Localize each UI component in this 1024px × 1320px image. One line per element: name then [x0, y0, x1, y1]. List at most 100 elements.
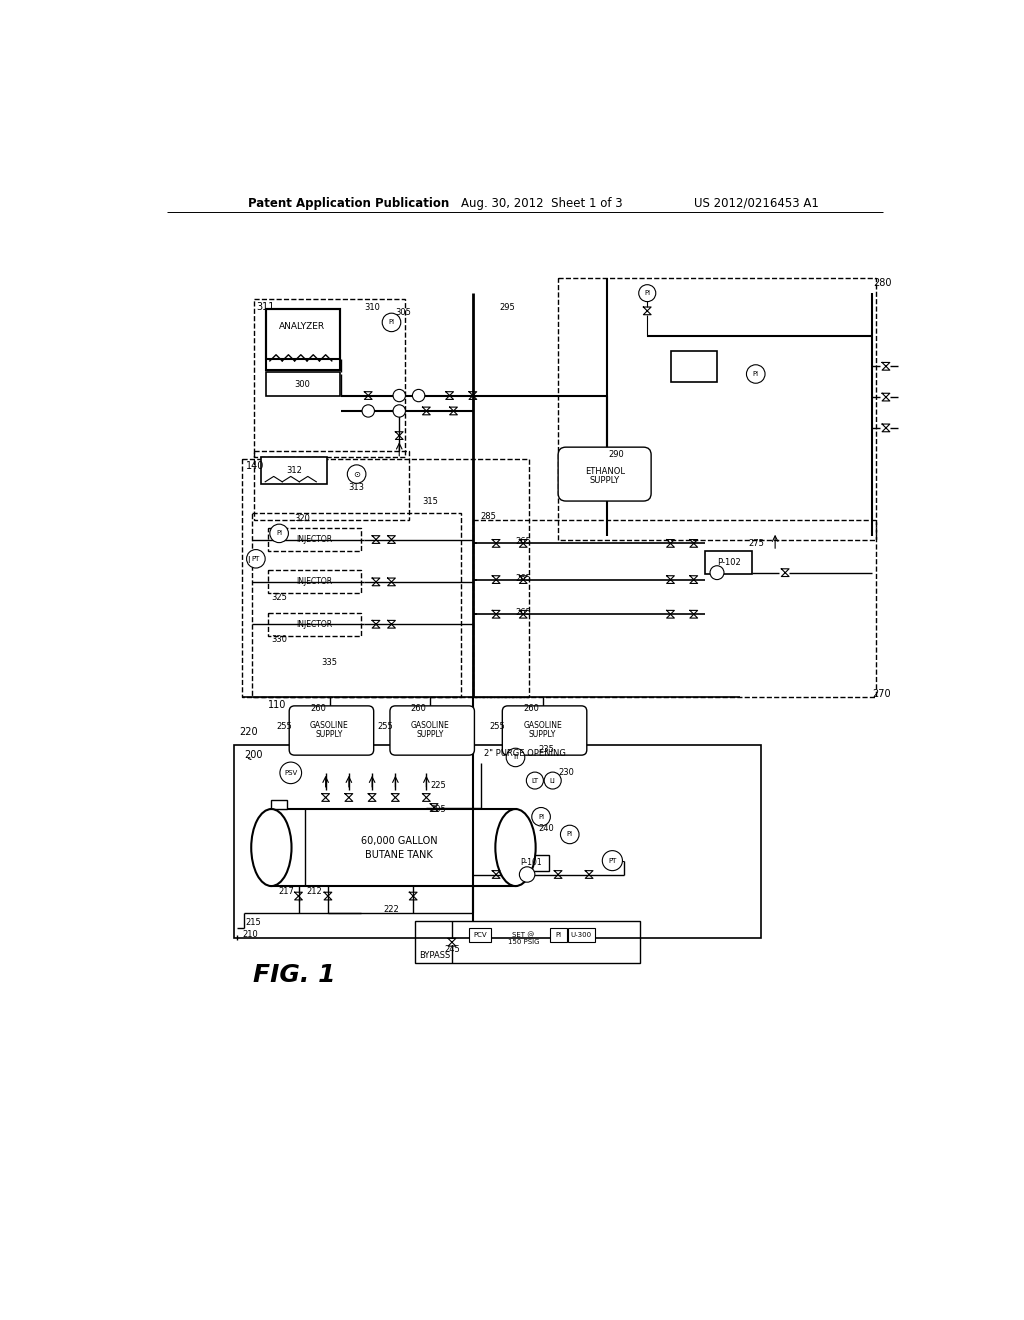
Text: 300: 300	[295, 380, 310, 388]
Bar	[266, 309, 340, 359]
Text: 150 PSIG: 150 PSIG	[508, 940, 539, 945]
Text: GASOLINE: GASOLINE	[523, 722, 562, 730]
Text: ETHANOL: ETHANOL	[585, 467, 625, 477]
Text: 311: 311	[256, 302, 274, 312]
Text: 310: 310	[365, 302, 380, 312]
Text: 325: 325	[271, 593, 287, 602]
Text: BYPASS: BYPASS	[419, 950, 450, 960]
Text: PI: PI	[753, 371, 759, 378]
Bar	[514, 855, 549, 871]
Circle shape	[247, 549, 265, 568]
Text: 110: 110	[267, 700, 286, 710]
Text: PI: PI	[388, 319, 394, 326]
Bar	[271, 809, 515, 886]
Text: P-101: P-101	[520, 858, 542, 867]
FancyBboxPatch shape	[558, 447, 651, 502]
Text: 315: 315	[423, 496, 438, 506]
Text: 290: 290	[608, 450, 625, 459]
Circle shape	[382, 313, 400, 331]
Text: SUPPLY: SUPPLY	[417, 730, 444, 739]
Bar	[568, 928, 595, 942]
Circle shape	[526, 772, 544, 789]
Text: 265: 265	[515, 609, 531, 618]
Text: ⊙: ⊙	[353, 470, 360, 479]
Bar	[254, 451, 410, 520]
Text: 265: 265	[515, 537, 531, 546]
Bar	[234, 744, 761, 937]
Text: PSV: PSV	[284, 770, 297, 776]
Text: 245: 245	[444, 945, 460, 954]
Bar	[473, 520, 876, 697]
Circle shape	[506, 748, 524, 767]
Text: 140: 140	[246, 462, 264, 471]
Text: 215: 215	[246, 917, 261, 927]
Bar	[469, 928, 490, 942]
Text: US 2012/0216453 A1: US 2012/0216453 A1	[693, 197, 818, 210]
Text: P-102: P-102	[717, 558, 740, 568]
Text: 235: 235	[539, 746, 555, 754]
Text: 200: 200	[245, 750, 263, 760]
Bar	[266, 309, 340, 370]
Text: 285: 285	[480, 512, 497, 521]
Text: 255: 255	[377, 722, 393, 731]
Text: 270: 270	[872, 689, 891, 698]
Circle shape	[639, 285, 655, 302]
Text: 295: 295	[500, 302, 516, 312]
Text: 260: 260	[523, 705, 539, 713]
Text: 222: 222	[384, 904, 399, 913]
Circle shape	[413, 389, 425, 401]
Bar	[242, 459, 528, 697]
Text: PCV: PCV	[473, 932, 486, 939]
Text: 60,000 GALLON: 60,000 GALLON	[360, 837, 437, 846]
Text: 335: 335	[322, 659, 338, 667]
Text: PT: PT	[608, 858, 616, 863]
Text: FIG. 1: FIG. 1	[253, 962, 336, 986]
FancyBboxPatch shape	[390, 706, 474, 755]
Circle shape	[362, 405, 375, 417]
Text: 220: 220	[239, 727, 257, 737]
Text: 280: 280	[873, 279, 892, 288]
Text: INJECTOR: INJECTOR	[296, 620, 332, 628]
Text: 305: 305	[395, 308, 412, 317]
Bar	[415, 921, 640, 964]
Text: 212: 212	[306, 887, 322, 896]
Text: SUPPLY: SUPPLY	[315, 730, 343, 739]
Circle shape	[519, 867, 535, 882]
Text: PI: PI	[538, 813, 544, 820]
Text: PI: PI	[644, 290, 650, 296]
Bar	[266, 372, 340, 396]
Bar	[252, 512, 461, 697]
Bar	[271, 800, 287, 809]
Circle shape	[531, 808, 550, 826]
Text: PT: PT	[252, 556, 260, 562]
Text: PI: PI	[276, 531, 283, 536]
Bar	[706, 552, 752, 574]
Bar	[267, 528, 360, 552]
Bar	[550, 928, 567, 942]
Text: INJECTOR: INJECTOR	[296, 577, 332, 586]
Bar	[254, 300, 406, 457]
Text: SET @: SET @	[512, 932, 535, 939]
Circle shape	[280, 762, 302, 784]
Ellipse shape	[496, 809, 536, 886]
Text: INJECTOR: INJECTOR	[296, 535, 332, 544]
Circle shape	[347, 465, 366, 483]
Circle shape	[602, 850, 623, 871]
Text: LT: LT	[531, 777, 539, 784]
Text: 205: 205	[430, 805, 446, 813]
Text: GASOLINE: GASOLINE	[411, 722, 450, 730]
Text: 265: 265	[515, 574, 531, 582]
Text: Patent Application Publication: Patent Application Publication	[248, 197, 450, 210]
Text: 312: 312	[287, 466, 302, 475]
Text: SUPPLY: SUPPLY	[529, 730, 556, 739]
FancyBboxPatch shape	[289, 706, 374, 755]
Bar	[267, 612, 360, 636]
Text: 275: 275	[748, 539, 764, 548]
Bar	[671, 351, 717, 381]
Circle shape	[393, 389, 406, 401]
Text: 330: 330	[271, 635, 287, 644]
Text: 210: 210	[243, 931, 258, 939]
Circle shape	[560, 825, 579, 843]
Text: LI: LI	[550, 777, 556, 784]
Text: Aug. 30, 2012  Sheet 1 of 3: Aug. 30, 2012 Sheet 1 of 3	[461, 197, 623, 210]
